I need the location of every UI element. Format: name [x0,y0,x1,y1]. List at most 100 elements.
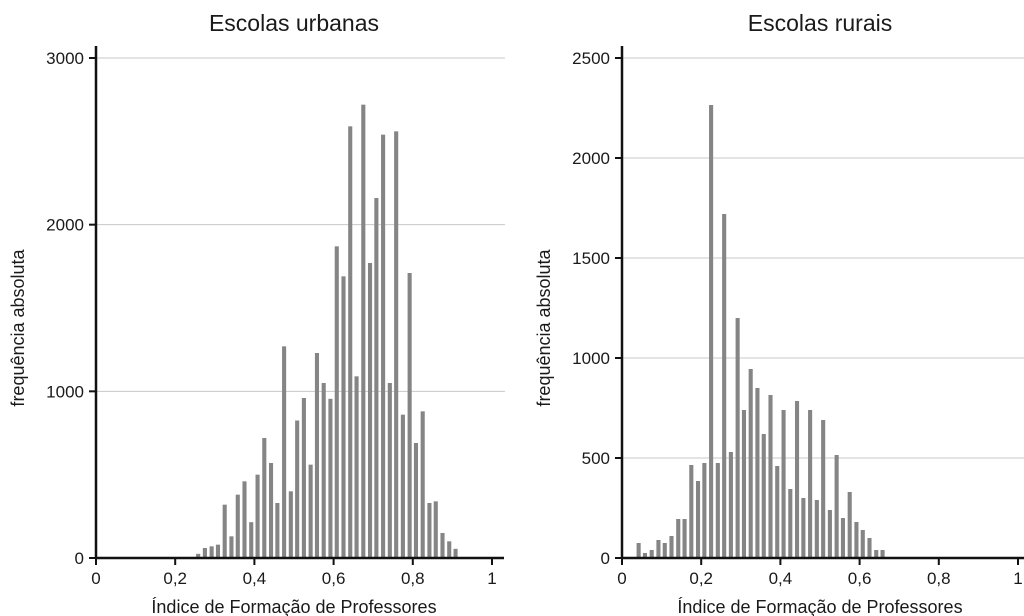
y-axis-label: frequência absoluta [8,248,28,406]
rural-histogram-panel: 0 500 1000 1500 2000 2500 0 0,2 0,4 0,6 0,8 1 Escol… [534,10,1024,616]
histogram-bar [328,398,333,558]
histogram-bar [709,105,714,558]
histogram-bar [229,536,234,558]
histogram-bar [394,131,399,559]
x-tick-label: 0,2 [689,569,713,588]
histogram-bar [215,544,221,558]
histogram-bar [761,434,766,558]
histogram-bar [268,463,274,558]
histogram-bar [801,498,806,558]
y-tick-label: 3000 [46,49,84,68]
histogram-bar [282,346,287,558]
x-tick-label: 0,8 [927,569,951,588]
histogram-bar [656,540,661,558]
histogram-bar [387,383,392,558]
y-tick-label: 1000 [46,382,84,401]
x-tick-label: 0,8 [401,569,425,588]
histogram-bar [741,410,747,558]
histogram-bar [854,522,859,558]
histogram-bar [334,246,339,559]
x-tick-label: 0 [91,569,100,588]
histogram-bar [702,463,707,558]
histogram-bar [755,388,760,558]
histogram-bar [669,536,674,558]
histogram-bar [636,543,641,558]
x-tick-label: 0,6 [322,569,346,588]
histogram-bar [722,214,727,558]
y-axis-label: frequência absoluta [534,248,554,406]
histogram-bar [834,455,839,558]
histogram-bar [867,538,872,558]
y-tick-label: 2500 [572,49,610,68]
histogram-bar [209,546,214,558]
histogram-bar [308,464,313,558]
histogram-bar [748,369,753,558]
histogram-bar [642,553,648,558]
histogram-bar [433,501,438,558]
histogram-bar [662,543,667,558]
y-tick-label: 2000 [46,216,84,235]
x-tick-label: 0,4 [243,569,267,588]
histogram-bar [202,548,207,558]
x-tick-label: 0,6 [848,569,872,588]
histogram-bar [255,474,260,558]
x-tick-label: 1 [487,569,496,588]
histogram-bar [860,530,865,558]
histogram-bar [400,414,405,558]
histogram-bar [676,519,681,558]
histogram-bar [341,276,346,558]
histogram-bar [321,383,326,558]
histogram-bar [768,395,773,558]
histogram-bar [420,411,425,558]
y-tick-label: 0 [75,549,84,568]
histogram-bar [367,263,373,558]
y-tick-label: 2000 [572,149,610,168]
histogram-bar [808,410,813,558]
y-tick-label: 1000 [572,349,610,368]
histogram-bar [249,522,254,558]
histogram-bar [348,126,353,558]
histogram-bar [440,533,445,558]
histogram-bar [821,420,826,558]
urban-histogram-panel: 0 1000 2000 3000 0 0,2 0,4 0,6 0,8 1 Escolas urba… [8,10,505,616]
x-axis-label: Índice de Formação de Professores [677,597,962,616]
histogram-bar [794,401,800,558]
x-tick-label: 1 [1013,569,1022,588]
histogram-bar [453,548,458,558]
chart-title: Escolas rurais [748,10,892,36]
histogram-bar [728,452,733,558]
histogram-bar [880,550,885,558]
histogram-bar [695,481,701,558]
y-tick-label: 500 [582,449,610,468]
histogram-bar [374,198,379,558]
histogram-bar [847,492,852,558]
histogram-bar [775,466,780,558]
histogram-bar [262,438,267,558]
histogram-bar [649,550,654,558]
histogram-bar [827,510,832,558]
histogram-bar [447,541,452,558]
histogram-bar [354,376,359,558]
histogram-bar [715,463,720,558]
histogram-bar [407,273,412,558]
histogram-bar [288,491,293,558]
histogram-bar [874,550,879,558]
histogram-bar [301,398,306,558]
histogram-bar [314,353,320,558]
histogram-bar [275,503,280,558]
histogram-bar [381,134,386,558]
histogram-bar [788,489,793,558]
histogram-bar [235,494,240,558]
y-tick-label: 1500 [572,249,610,268]
x-tick-label: 0 [617,569,626,588]
histogram-bar [222,504,227,558]
x-tick-label: 0,4 [769,569,793,588]
histogram-bar [427,503,432,558]
histogram-bar [682,519,687,558]
histogram-bar [735,318,740,558]
chart-title: Escolas urbanas [209,10,379,36]
x-axis-label: Índice de Formação de Professores [151,597,436,616]
histogram-bar [781,410,786,558]
histogram-bar [361,104,366,559]
